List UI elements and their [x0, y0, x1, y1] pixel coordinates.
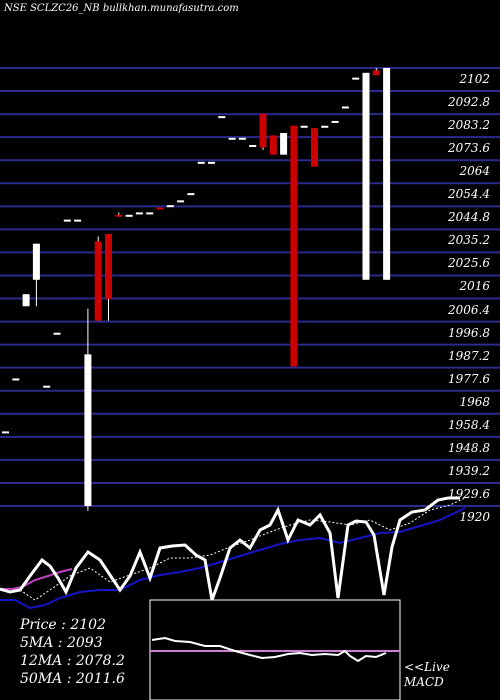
- candle-body: [43, 385, 51, 388]
- y-tick-label: 2006.4: [448, 302, 490, 317]
- ma12-readout: 12MA : 2078.2: [20, 653, 125, 669]
- ma50-readout: 50MA : 2011.6: [20, 671, 125, 687]
- y-tick-label: 2102: [459, 72, 490, 86]
- y-tick-label: 2083.2: [448, 118, 490, 133]
- candle-body: [32, 243, 40, 280]
- y-tick-label: 1987.2: [448, 348, 490, 363]
- y-tick-label: 2073.6: [448, 141, 490, 156]
- macd-panel: [149, 599, 401, 700]
- candle-body: [238, 137, 246, 140]
- ma50-line: [0, 507, 466, 610]
- candle-body: [22, 294, 30, 307]
- y-tick-label: 1958.4: [448, 417, 490, 432]
- y-tick-label: 2044.8: [448, 210, 490, 225]
- candle-body: [135, 212, 143, 215]
- candle-body: [177, 200, 185, 203]
- y-tick-label: 1977.6: [448, 371, 490, 386]
- lower-indicator-panel: [0, 496, 466, 610]
- y-tick-label: 1968: [459, 394, 490, 409]
- y-tick-label: 1939.2: [448, 463, 490, 478]
- y-tick-label: 1996.8: [448, 325, 490, 340]
- candle-body: [2, 431, 9, 434]
- candles: [2, 68, 391, 511]
- candle-body: [125, 214, 133, 217]
- y-tick-label: 2025.6: [448, 256, 490, 271]
- y-tick-label: 1948.8: [448, 440, 490, 455]
- candle-body: [187, 193, 195, 196]
- candle-body: [331, 120, 339, 123]
- candle-body: [63, 219, 71, 222]
- candle-body: [321, 125, 329, 128]
- candle-body: [105, 234, 112, 300]
- macd-live-label[interactable]: <<Live MACD: [404, 660, 450, 689]
- candle-body: [300, 125, 308, 128]
- candle-body: [362, 72, 370, 280]
- candle-body: [228, 137, 236, 140]
- candle-body: [372, 70, 380, 76]
- candle-body: [197, 161, 205, 164]
- candle-body: [94, 241, 102, 321]
- candle-body: [12, 378, 20, 381]
- candle-body: [146, 212, 154, 215]
- ma50-line-early: [0, 568, 73, 590]
- candle-body: [290, 125, 298, 367]
- y-tick-label: 2035.2: [448, 233, 490, 248]
- candle-body: [84, 354, 92, 506]
- candle-body: [156, 207, 164, 210]
- candle-body: [208, 161, 215, 164]
- indicator-legend: Price : 2102 5MA : 2093 12MA : 2078.2 50…: [20, 616, 125, 688]
- ma5-readout: 5MA : 2093: [20, 635, 103, 651]
- candle-body: [259, 113, 267, 148]
- price-grid: [0, 67, 500, 507]
- y-tick-label: 2054.4: [448, 187, 490, 202]
- candle-body: [166, 205, 174, 208]
- candle-body: [280, 132, 288, 155]
- macd-line: [151, 636, 387, 663]
- y-tick-label: 1920: [459, 510, 490, 524]
- candle-body: [218, 116, 226, 119]
- candle-body: [53, 332, 61, 335]
- y-tick-label: 2064: [459, 164, 490, 179]
- y-tick-label: 1929.6: [448, 486, 490, 501]
- chart-title: NSE SCLZC26_NB bullkhan.munafasutra.com: [4, 3, 239, 14]
- y-tick-label: 2016: [459, 279, 490, 294]
- candle-body: [311, 128, 318, 167]
- candle-body: [341, 106, 349, 109]
- price-readout: Price : 2102: [20, 617, 106, 633]
- candle-body: [249, 145, 257, 148]
- candle-body: [383, 68, 391, 280]
- y-tick-label: 2092.8: [448, 95, 490, 110]
- candle-body: [269, 135, 277, 155]
- price-line: [0, 496, 460, 606]
- candle-body: [115, 214, 123, 217]
- candle-body: [74, 219, 82, 222]
- ma12-line: [19, 497, 466, 601]
- candle-body: [352, 77, 360, 80]
